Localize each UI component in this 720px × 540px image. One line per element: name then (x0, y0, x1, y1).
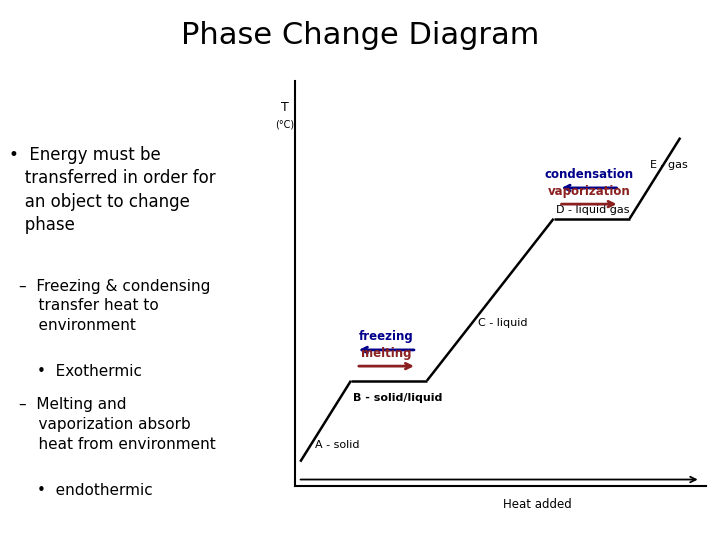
Text: T: T (282, 102, 289, 114)
Text: E - gas: E - gas (650, 160, 688, 170)
Text: A - solid: A - solid (315, 440, 360, 449)
Text: freezing: freezing (359, 330, 414, 343)
Text: condensation: condensation (544, 168, 634, 181)
Text: C - liquid: C - liquid (477, 318, 527, 328)
Text: melting: melting (361, 347, 412, 360)
Text: B - solid/liquid: B - solid/liquid (354, 393, 443, 403)
Text: –  Melting and
    vaporization absorb
    heat from environment: – Melting and vaporization absorb heat f… (19, 397, 215, 452)
Text: •  Energy must be
   transferred in order for
   an object to change
   phase: • Energy must be transferred in order fo… (9, 146, 216, 234)
Text: •  Exothermic: • Exothermic (37, 364, 142, 379)
Text: D - liquid gas: D - liquid gas (556, 205, 629, 215)
Text: •  endothermic: • endothermic (37, 483, 153, 498)
Text: –  Freezing & condensing
    transfer heat to
    environment: – Freezing & condensing transfer heat to… (19, 279, 210, 333)
Text: (°C): (°C) (276, 120, 294, 130)
Text: Heat added: Heat added (503, 498, 572, 511)
Text: vaporization: vaporization (548, 185, 631, 198)
Text: Phase Change Diagram: Phase Change Diagram (181, 21, 539, 50)
